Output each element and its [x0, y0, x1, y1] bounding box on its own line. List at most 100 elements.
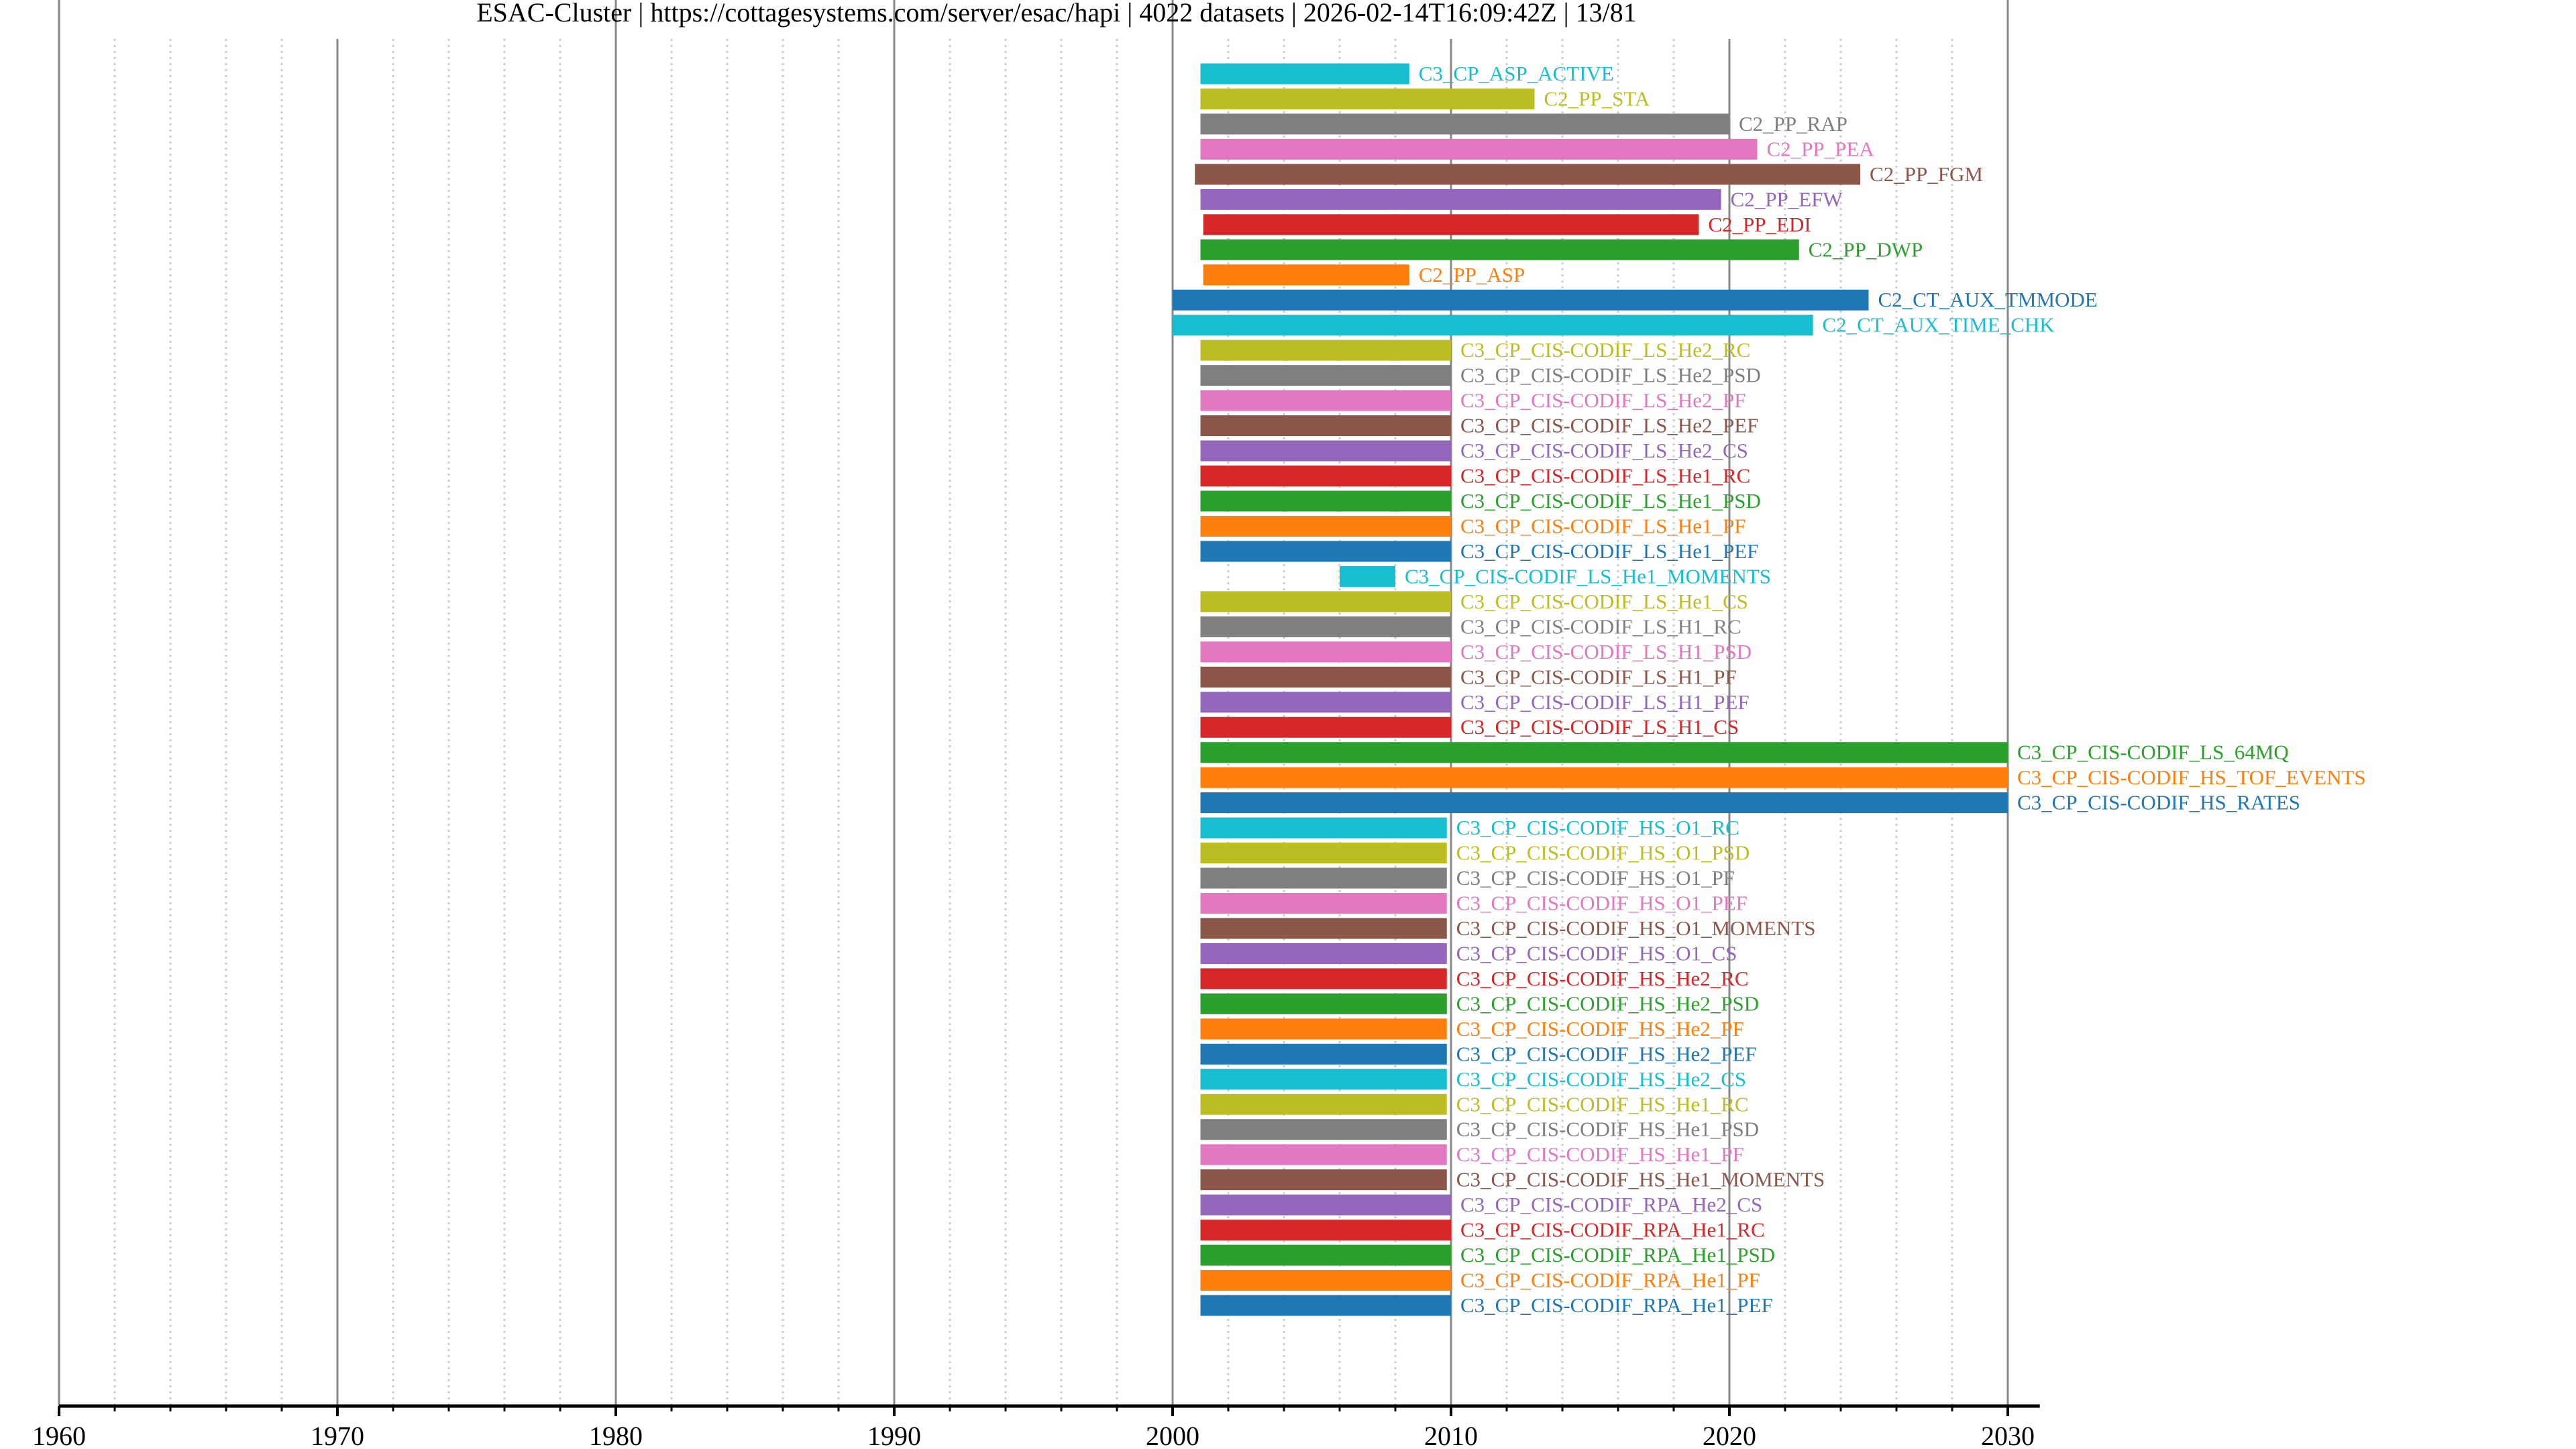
- bar-C3_CP_CIS-CODIF_HS_He1_PF[interactable]: [1200, 1144, 1447, 1165]
- bar-label: C3_CP_CIS-CODIF_LS_H1_CS: [1460, 715, 1739, 739]
- bar-C3_CP_CIS-CODIF_HS_O1_PEF[interactable]: [1200, 893, 1447, 914]
- bar-label: C3_CP_CIS-CODIF_HS_O1_PEF: [1456, 892, 1748, 915]
- bar-C2_PP_RAP[interactable]: [1200, 113, 1730, 135]
- bar-C3_CP_CIS-CODIF_LS_He2_PEF[interactable]: [1200, 415, 1452, 437]
- bar-C3_CP_CIS-CODIF_HS_RATES[interactable]: [1200, 792, 2008, 814]
- bar-C3_CP_CIS-CODIF_RPA_He2_CS[interactable]: [1200, 1194, 1452, 1216]
- bar-label: C3_CP_CIS-CODIF_HS_He1_RC: [1456, 1092, 1749, 1116]
- bar-label: C3_CP_CIS-CODIF_RPA_He2_CS: [1460, 1193, 1762, 1216]
- bar-C3_CP_CIS-CODIF_RPA_He1_PF[interactable]: [1200, 1270, 1452, 1291]
- bar-C3_CP_CIS-CODIF_LS_H1_PEF[interactable]: [1200, 692, 1452, 713]
- bar-C3_CP_CIS-CODIF_HS_O1_PSD[interactable]: [1200, 843, 1447, 864]
- bar-label: C2_PP_STA: [1544, 87, 1650, 110]
- bar-label: C3_CP_CIS-CODIF_LS_H1_RC: [1460, 614, 1741, 638]
- bar-C3_CP_CIS-CODIF_HS_He2_PF[interactable]: [1200, 1018, 1447, 1040]
- bar-label: C3_CP_CIS-CODIF_HS_He2_CS: [1456, 1067, 1746, 1091]
- bar-C2_PP_PEA[interactable]: [1200, 138, 1758, 160]
- bar-label: C3_CP_CIS-CODIF_LS_64MQ: [2017, 741, 2289, 764]
- bar-label: C3_CP_CIS-CODIF_LS_He2_RC: [1460, 338, 1750, 362]
- bar-label: C3_CP_CIS-CODIF_HS_He2_RC: [1456, 967, 1749, 990]
- x-tick-label: 2010: [1424, 1421, 1478, 1449]
- bar-C3_CP_CIS-CODIF_HS_O1_MOMENTS[interactable]: [1200, 918, 1447, 939]
- bar-label: C3_CP_CIS-CODIF_RPA_He1_RC: [1460, 1218, 1765, 1242]
- bar-C3_CP_CIS-CODIF_RPA_He1_PEF[interactable]: [1200, 1295, 1452, 1316]
- bar-label: C2_PP_EFW: [1731, 187, 1843, 211]
- bar-label: C3_CP_CIS-CODIF_LS_He1_PF: [1460, 514, 1746, 537]
- bar-C3_CP_CIS-CODIF_LS_H1_PSD[interactable]: [1200, 641, 1452, 663]
- bar-label: C3_CP_CIS-CODIF_LS_H1_PF: [1460, 665, 1737, 688]
- bar-label: C3_CP_CIS-CODIF_HS_O1_PSD: [1456, 841, 1750, 865]
- bar-C3_CP_CIS-CODIF_HS_O1_CS[interactable]: [1200, 943, 1447, 964]
- bar-label: C2_PP_RAP: [1739, 112, 1847, 136]
- bar-C3_CP_CIS-CODIF_LS_H1_RC[interactable]: [1200, 616, 1452, 637]
- bar-C3_CP_CIS-CODIF_LS_H1_PF[interactable]: [1200, 666, 1452, 688]
- bar-C3_CP_CIS-CODIF_LS_H1_CS[interactable]: [1200, 716, 1452, 738]
- bar-label: C3_CP_ASP_ACTIVE: [1419, 62, 1614, 85]
- bar-label: C2_CT_AUX_TMMODE: [1878, 288, 2098, 311]
- bar-C3_CP_CIS-CODIF_HS_He2_RC[interactable]: [1200, 968, 1447, 989]
- bar-C3_CP_CIS-CODIF_LS_64MQ[interactable]: [1200, 742, 2008, 763]
- bar-C3_CP_CIS-CODIF_HS_He1_MOMENTS[interactable]: [1200, 1169, 1447, 1191]
- x-tick-label: 1960: [32, 1421, 86, 1449]
- bar-C2_CT_AUX_TIME_CHK[interactable]: [1173, 315, 1813, 336]
- bar-C2_PP_ASP[interactable]: [1203, 264, 1409, 286]
- bar-C3_CP_CIS-CODIF_LS_He1_PEF[interactable]: [1200, 541, 1452, 562]
- bar-C3_CP_CIS-CODIF_HS_He1_PSD[interactable]: [1200, 1119, 1447, 1140]
- bar-C3_CP_CIS-CODIF_HS_O1_RC[interactable]: [1200, 817, 1447, 839]
- bars: [1173, 63, 2008, 1316]
- bar-label: C2_PP_DWP: [1809, 237, 1923, 261]
- bar-C2_PP_STA[interactable]: [1200, 88, 1535, 109]
- bar-C3_CP_CIS-CODIF_HS_He2_PEF[interactable]: [1200, 1043, 1447, 1065]
- bar-C3_CP_CIS-CODIF_LS_He1_RC[interactable]: [1200, 466, 1452, 487]
- x-tick-label: 2000: [1146, 1421, 1199, 1449]
- bar-label: C3_CP_CIS-CODIF_LS_H1_PEF: [1460, 690, 1750, 714]
- bar-C2_CT_AUX_TMMODE[interactable]: [1173, 289, 1869, 311]
- bar-label: C3_CP_CIS-CODIF_HS_O1_RC: [1456, 816, 1739, 839]
- bar-label: C3_CP_CIS-CODIF_LS_H1_PSD: [1460, 640, 1752, 663]
- bar-label: C3_CP_CIS-CODIF_HS_O1_MOMENTS: [1456, 916, 1816, 940]
- bar-C2_PP_EFW[interactable]: [1200, 189, 1721, 210]
- bar-C3_CP_CIS-CODIF_LS_He2_PF[interactable]: [1200, 390, 1452, 411]
- bar-label: C3_CP_CIS-CODIF_HS_O1_CS: [1456, 941, 1737, 965]
- x-axis: 1960 1970 1980 1990 2000 2010 2020 2030: [32, 1404, 2040, 1449]
- bar-label: C3_CP_CIS-CODIF_LS_He1_PSD: [1460, 489, 1761, 513]
- bar-C3_CP_CIS-CODIF_RPA_He1_PSD[interactable]: [1200, 1244, 1452, 1266]
- bar-label: C3_CP_CIS-CODIF_LS_He2_CS: [1460, 439, 1748, 462]
- bar-C3_CP_CIS-CODIF_LS_He2_RC[interactable]: [1200, 339, 1452, 361]
- bar-C3_CP_CIS-CODIF_LS_He1_PF[interactable]: [1200, 515, 1452, 537]
- bar-C3_CP_CIS-CODIF_LS_He2_CS[interactable]: [1200, 440, 1452, 462]
- bar-label: C3_CP_CIS-CODIF_HS_O1_PF: [1456, 866, 1735, 890]
- x-tick-label: 2030: [1981, 1421, 2035, 1449]
- chart-title: ESAC-Cluster | https://cottagesystems.co…: [476, 0, 1637, 28]
- bar-label: C3_CP_CIS-CODIF_LS_He1_MOMENTS: [1405, 564, 1771, 588]
- gridlines: [58, 0, 2009, 1406]
- bar-label: C2_PP_EDI: [1708, 213, 1811, 236]
- bar-C3_CP_CIS-CODIF_LS_He1_PSD[interactable]: [1200, 490, 1452, 512]
- bar-C2_PP_EDI[interactable]: [1203, 214, 1699, 235]
- bar-label: C3_CP_CIS-CODIF_LS_He1_RC: [1460, 464, 1750, 488]
- bar-C3_CP_CIS-CODIF_HS_O1_PF[interactable]: [1200, 867, 1447, 889]
- x-tick-label: 2020: [1703, 1421, 1756, 1449]
- bar-C3_CP_CIS-CODIF_LS_He1_CS[interactable]: [1200, 591, 1452, 612]
- bar-C3_CP_CIS-CODIF_HS_TOF_EVENTS[interactable]: [1200, 767, 2008, 788]
- bar-label: C3_CP_CIS-CODIF_HS_He2_PF: [1456, 1017, 1744, 1040]
- bar-label: C3_CP_CIS-CODIF_HS_He2_PSD: [1456, 991, 1759, 1015]
- bar-C2_PP_DWP[interactable]: [1200, 239, 1799, 260]
- bar-label: C2_CT_AUX_TIME_CHK: [1823, 313, 2055, 337]
- bar-label: C3_CP_CIS-CODIF_LS_He2_PF: [1460, 388, 1746, 412]
- x-tick-label: 1970: [311, 1421, 364, 1449]
- bar-C3_CP_ASP_ACTIVE[interactable]: [1200, 63, 1409, 85]
- bar-C3_CP_CIS-CODIF_HS_He1_RC[interactable]: [1200, 1093, 1447, 1115]
- bar-label: C2_PP_FGM: [1870, 162, 1983, 186]
- bar-C2_PP_FGM[interactable]: [1195, 164, 1861, 185]
- bar-label: C3_CP_CIS-CODIF_RPA_He1_PEF: [1460, 1293, 1773, 1317]
- bar-label: C3_CP_CIS-CODIF_LS_He1_CS: [1460, 590, 1748, 613]
- bar-C3_CP_CIS-CODIF_HS_He2_CS[interactable]: [1200, 1069, 1447, 1090]
- bar-C3_CP_CIS-CODIF_HS_He2_PSD[interactable]: [1200, 993, 1447, 1014]
- bar-C3_CP_CIS-CODIF_LS_He1_MOMENTS[interactable]: [1340, 566, 1395, 587]
- bar-label: C3_CP_CIS-CODIF_LS_He2_PSD: [1460, 364, 1761, 387]
- bar-C3_CP_CIS-CODIF_RPA_He1_RC[interactable]: [1200, 1220, 1452, 1241]
- bar-C3_CP_CIS-CODIF_LS_He2_PSD[interactable]: [1200, 365, 1452, 386]
